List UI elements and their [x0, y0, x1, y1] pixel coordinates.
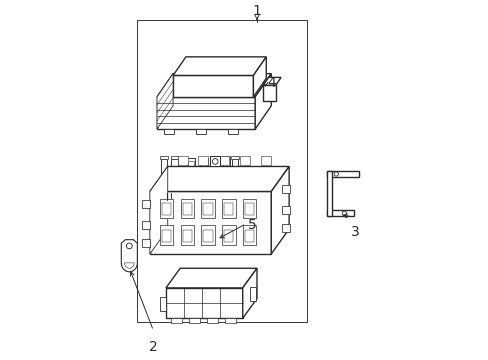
- Polygon shape: [242, 268, 257, 318]
- Polygon shape: [196, 129, 206, 134]
- Bar: [244, 230, 254, 242]
- Bar: [170, 156, 178, 159]
- Bar: [260, 156, 270, 165]
- Polygon shape: [326, 171, 331, 216]
- Bar: [210, 158, 218, 172]
- Text: 4: 4: [267, 76, 276, 90]
- Bar: [180, 199, 194, 218]
- Polygon shape: [157, 97, 255, 129]
- Bar: [162, 230, 171, 242]
- Polygon shape: [253, 57, 266, 97]
- Polygon shape: [149, 166, 167, 254]
- Polygon shape: [326, 171, 358, 177]
- Polygon shape: [228, 129, 238, 134]
- Bar: [188, 161, 194, 170]
- Polygon shape: [124, 263, 134, 268]
- Polygon shape: [173, 57, 266, 76]
- Bar: [201, 199, 214, 218]
- Bar: [187, 158, 195, 172]
- Bar: [203, 203, 212, 215]
- Bar: [222, 156, 230, 159]
- Bar: [224, 230, 233, 242]
- Bar: [206, 318, 217, 323]
- Bar: [231, 156, 239, 159]
- Text: 3: 3: [350, 225, 359, 239]
- Polygon shape: [164, 129, 174, 134]
- Bar: [222, 225, 235, 245]
- Text: 1: 1: [252, 4, 261, 18]
- Bar: [180, 225, 194, 245]
- Bar: [244, 203, 254, 215]
- Bar: [224, 318, 235, 323]
- Bar: [200, 158, 207, 172]
- Bar: [242, 199, 256, 218]
- Bar: [142, 221, 149, 229]
- Polygon shape: [173, 76, 253, 97]
- Bar: [203, 230, 212, 242]
- Bar: [231, 159, 238, 174]
- Bar: [282, 224, 289, 232]
- Bar: [201, 225, 214, 245]
- Bar: [164, 183, 175, 193]
- Polygon shape: [263, 77, 281, 85]
- Bar: [171, 318, 182, 323]
- Bar: [282, 206, 289, 214]
- Polygon shape: [157, 74, 173, 129]
- Bar: [240, 156, 249, 165]
- Bar: [282, 185, 289, 193]
- Bar: [222, 199, 235, 218]
- Bar: [162, 203, 171, 215]
- Polygon shape: [149, 166, 288, 192]
- Bar: [219, 156, 229, 165]
- Polygon shape: [271, 166, 288, 254]
- Bar: [185, 185, 193, 192]
- Bar: [198, 156, 208, 165]
- Polygon shape: [121, 240, 137, 272]
- Bar: [183, 203, 192, 215]
- Text: 5: 5: [247, 219, 256, 233]
- Bar: [224, 203, 233, 215]
- Polygon shape: [165, 288, 242, 318]
- Bar: [142, 239, 149, 247]
- Bar: [160, 156, 167, 159]
- Bar: [160, 225, 173, 245]
- Bar: [211, 161, 217, 170]
- Bar: [223, 159, 229, 174]
- Polygon shape: [157, 74, 271, 97]
- Bar: [201, 161, 206, 170]
- Polygon shape: [255, 74, 271, 129]
- Bar: [171, 159, 177, 174]
- Bar: [177, 156, 187, 165]
- Bar: [142, 200, 149, 208]
- Bar: [159, 297, 165, 311]
- Bar: [249, 287, 256, 301]
- Bar: [160, 199, 173, 218]
- Bar: [242, 225, 256, 245]
- Polygon shape: [263, 85, 275, 101]
- Polygon shape: [149, 192, 271, 254]
- Text: 2: 2: [149, 340, 158, 354]
- Bar: [160, 159, 167, 174]
- Polygon shape: [326, 210, 353, 216]
- Bar: [183, 230, 192, 242]
- Bar: [189, 318, 200, 323]
- Bar: [137, 20, 306, 322]
- Bar: [210, 157, 220, 166]
- Bar: [163, 201, 171, 207]
- Polygon shape: [165, 268, 257, 288]
